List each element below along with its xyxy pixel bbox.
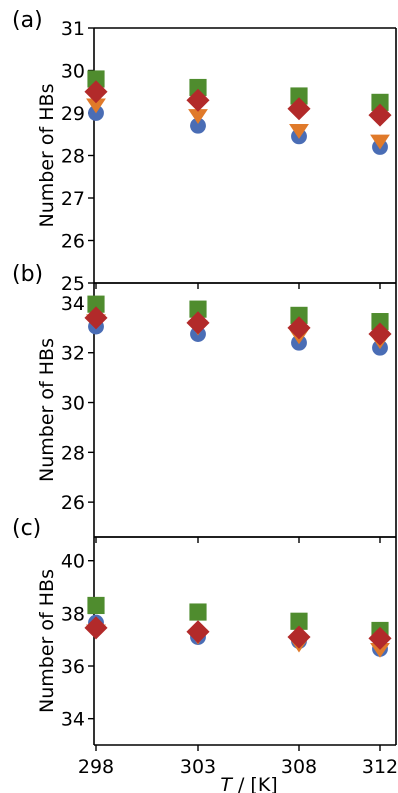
data-point-diamond <box>84 306 108 330</box>
data-point-square <box>290 306 308 324</box>
x-tick-label: 303 <box>180 756 216 778</box>
y-tick-label: 30 <box>61 61 85 83</box>
y-tick-label: 29 <box>61 103 85 125</box>
y-tick-label: 30 <box>61 393 85 415</box>
y-tick-label: 26 <box>61 231 85 253</box>
y-tick-label: 32 <box>61 343 85 365</box>
x-tick-label: 312 <box>362 756 398 778</box>
y-tick-label: 40 <box>61 551 85 573</box>
y-tick-label: 34 <box>61 293 85 315</box>
y-axis-label: Number of HBs <box>36 569 58 713</box>
data-point-diamond <box>84 616 108 640</box>
y-axis-label: Number of HBs <box>36 84 58 228</box>
data-point-square <box>87 70 105 88</box>
data-point-triangle-down <box>188 109 208 125</box>
data-point-triangle-down <box>289 124 309 139</box>
y-tick-label: 25 <box>61 273 85 295</box>
y-tick-label: 26 <box>61 492 85 514</box>
data-point-triangle-down <box>86 98 106 114</box>
data-point-diamond <box>287 625 311 649</box>
data-point-diamond <box>287 316 311 340</box>
data-point-diamond <box>186 311 210 335</box>
panel-b: 26 28 30 32 34 Number of HBs (b) <box>12 262 397 543</box>
data-point-square <box>371 93 389 111</box>
data-point-square <box>87 295 105 313</box>
panel-label: (c) <box>12 516 41 541</box>
data-point-diamond <box>186 88 210 112</box>
data-point-square <box>189 300 207 318</box>
data-point-circle <box>190 117 206 134</box>
data-point-triangle-down <box>370 642 390 658</box>
data-point-diamond <box>368 322 392 346</box>
y-tick-label: 28 <box>61 442 85 464</box>
y-tick-label: 31 <box>61 18 85 40</box>
data-point-square <box>290 612 308 630</box>
y-axis-label: Number of HBs <box>36 338 58 482</box>
y-tick-label: 38 <box>61 603 85 625</box>
y-tick-label: 34 <box>61 709 85 731</box>
data-point-square <box>87 596 105 615</box>
data-point-square <box>189 78 207 97</box>
x-axis-label: T / [K] <box>220 774 277 793</box>
data-point-square <box>189 603 207 621</box>
data-point-square <box>290 87 308 105</box>
panel-label: (b) <box>12 262 43 287</box>
data-point-diamond <box>84 80 108 104</box>
y-tick-label: 36 <box>61 656 85 678</box>
x-tick-label: 298 <box>78 756 114 778</box>
data-point-diamond <box>368 626 392 650</box>
y-tick-label: 27 <box>61 188 85 210</box>
data-point-diamond <box>186 620 210 644</box>
data-point-diamond <box>287 97 311 121</box>
data-point-square <box>371 313 389 331</box>
x-tick-label: 308 <box>281 756 317 778</box>
y-tick-label: 28 <box>61 146 85 168</box>
panel-a: 25 26 27 28 29 30 31 Number of HBs (a) <box>12 8 397 295</box>
data-point-triangle-down <box>370 134 390 150</box>
data-point-diamond <box>368 103 392 127</box>
panel-label: (a) <box>12 8 43 33</box>
